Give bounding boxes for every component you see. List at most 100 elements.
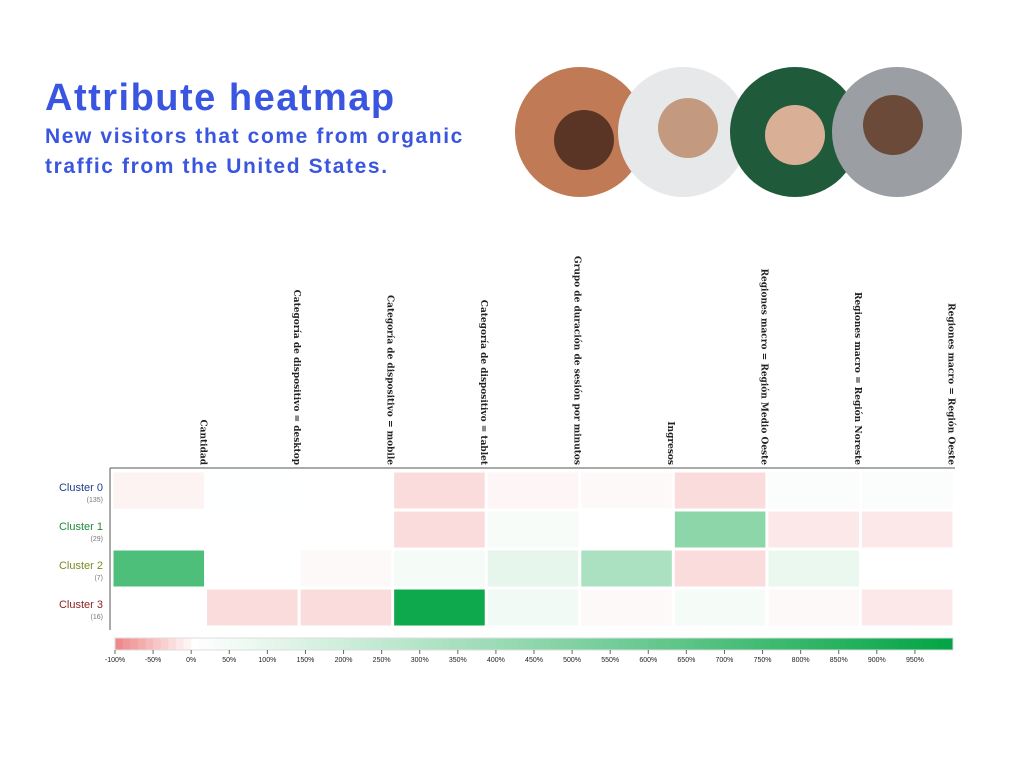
colorbar-tick-label: 100%	[258, 657, 276, 664]
colorbar-step	[686, 638, 695, 650]
colorbar-step	[236, 638, 246, 650]
colorbar-step	[198, 638, 207, 650]
heat-cell	[580, 510, 673, 549]
colorbar-step	[396, 638, 405, 650]
header: Attribute heatmap New visitors that come…	[45, 74, 485, 182]
colorbar-step	[328, 638, 337, 650]
colorbar-step	[869, 638, 878, 650]
colorbar-step	[610, 638, 619, 650]
colorbar-step	[572, 638, 581, 650]
colorbar-step	[945, 638, 954, 650]
row-label: Cluster 2	[59, 560, 103, 572]
colorbar-tick-label: 250%	[373, 657, 391, 664]
heat-cell	[112, 549, 206, 588]
row-label: Cluster 1	[59, 521, 103, 533]
column-label: Categoría de dispositivo = desktop	[291, 290, 302, 465]
colorbar-step	[450, 638, 459, 650]
colorbar-step	[518, 638, 527, 650]
heat-cell	[299, 471, 393, 510]
colorbar-step	[419, 638, 428, 650]
avatars	[515, 67, 962, 197]
colorbar-step	[229, 638, 238, 650]
colorbar-step	[625, 638, 634, 650]
colorbar-step	[640, 638, 649, 650]
heat-cell	[299, 588, 393, 627]
colorbar-step	[389, 638, 398, 650]
colorbar-step	[716, 638, 725, 650]
heat-cell	[767, 471, 860, 510]
colorbar-step	[777, 638, 786, 650]
column-label: Regiones macro = Región Oeste	[946, 303, 957, 465]
colorbar-step	[175, 638, 185, 650]
title: Attribute heatmap	[45, 77, 396, 119]
row-count: (16)	[91, 614, 103, 621]
colorbar-step	[602, 638, 611, 650]
colorbar-step	[884, 638, 893, 650]
colorbar-step	[762, 638, 771, 650]
colorbar-step	[876, 638, 885, 650]
colorbar-tick-label: 500%	[563, 657, 581, 664]
heat-cell	[860, 471, 954, 510]
colorbar-step	[739, 638, 748, 650]
colorbar-step	[252, 638, 261, 650]
colorbar-step	[754, 638, 764, 650]
colorbar-step	[907, 638, 916, 650]
colorbar-step	[899, 638, 908, 650]
heat-cell	[299, 510, 393, 549]
colorbar-step	[412, 638, 421, 650]
colorbar-tick-label: 900%	[868, 657, 886, 664]
colorbar-step	[709, 638, 718, 650]
colorbar-step	[556, 638, 565, 650]
colorbar-step	[648, 638, 657, 650]
colorbar-step	[488, 638, 497, 650]
row-count: (29)	[91, 536, 103, 543]
colorbar-step	[457, 638, 466, 650]
colorbar-step	[815, 638, 824, 650]
heat-cell	[206, 471, 299, 510]
colorbar-step	[366, 638, 375, 650]
colorbar-step	[511, 638, 520, 650]
column-label: Grupo de duración de sesión por minutos	[572, 256, 583, 465]
column-label: Ingresos	[665, 421, 675, 465]
heat-cell	[393, 510, 486, 549]
colorbar-step	[381, 638, 390, 650]
colorbar-step	[800, 638, 809, 650]
colorbar-tick-label: 150%	[297, 657, 315, 664]
colorbar-step	[130, 638, 139, 650]
colorbar-step	[770, 638, 779, 650]
colorbar-step	[937, 638, 946, 650]
colorbar-step	[922, 638, 931, 650]
colorbar-tick-label: 50%	[222, 657, 236, 664]
heat-cell	[767, 510, 860, 549]
colorbar-tick-label: 850%	[830, 657, 848, 664]
colorbar-step	[785, 638, 794, 650]
row-label: Cluster 3	[59, 599, 103, 611]
heat-cell	[393, 588, 486, 627]
column-label: Categoría de dispositivo = mobile	[384, 295, 395, 465]
colorbar-step	[503, 638, 512, 650]
colorbar-tick-label: 400%	[487, 657, 505, 664]
colorbar-step	[579, 638, 588, 650]
heat-cell	[393, 549, 486, 588]
colorbar-step	[671, 638, 680, 650]
heat-cell	[673, 549, 767, 588]
colorbar-step	[480, 638, 489, 650]
heat-cell	[860, 588, 954, 627]
heat-cell	[206, 510, 299, 549]
avatar-face	[863, 95, 923, 155]
colorbar-step	[221, 638, 230, 650]
colorbar-step	[526, 638, 535, 650]
colorbar-tick-label: 550%	[601, 657, 619, 664]
colorbar-step	[191, 638, 200, 650]
heat-cell	[393, 471, 486, 510]
heat-cell	[767, 549, 860, 588]
colorbar-step	[351, 638, 360, 650]
colorbar-step	[678, 638, 687, 650]
colorbar-step	[168, 638, 177, 650]
heat-cell	[112, 588, 206, 627]
colorbar-tick-label: -50%	[145, 657, 161, 664]
colorbar-step	[442, 638, 451, 650]
colorbar-tick-label: 950%	[906, 657, 924, 664]
